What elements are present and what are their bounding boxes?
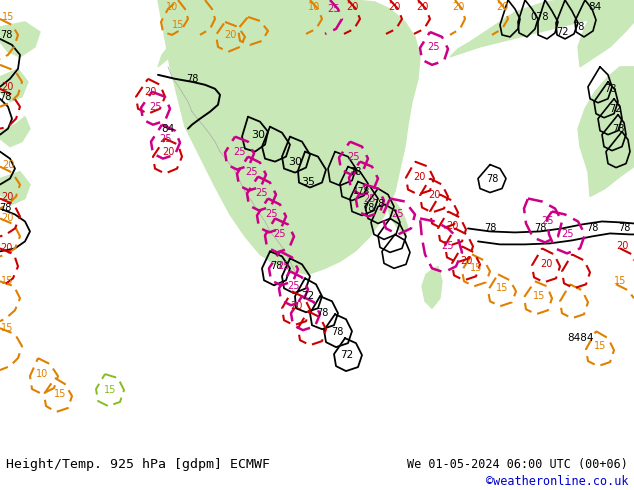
Text: 78: 78 bbox=[572, 22, 584, 32]
Text: 20: 20 bbox=[1, 192, 13, 201]
Text: 15: 15 bbox=[614, 276, 626, 286]
Text: 20: 20 bbox=[1, 82, 13, 92]
Text: 20: 20 bbox=[162, 147, 174, 157]
Text: 78: 78 bbox=[604, 84, 616, 94]
Text: 10: 10 bbox=[36, 369, 48, 379]
Text: 72: 72 bbox=[301, 291, 314, 301]
Text: 30: 30 bbox=[251, 130, 265, 140]
Polygon shape bbox=[158, 9, 240, 67]
Text: 20: 20 bbox=[413, 172, 425, 182]
Polygon shape bbox=[450, 0, 634, 57]
Text: We 01-05-2024 06:00 UTC (00+06): We 01-05-2024 06:00 UTC (00+06) bbox=[407, 458, 628, 471]
Text: 78: 78 bbox=[484, 223, 496, 233]
Text: 78: 78 bbox=[486, 173, 498, 184]
Polygon shape bbox=[0, 69, 28, 102]
Text: 25: 25 bbox=[442, 242, 454, 251]
Text: 25: 25 bbox=[278, 261, 290, 271]
Polygon shape bbox=[158, 0, 420, 274]
Text: 20: 20 bbox=[496, 2, 508, 12]
Text: 8484: 8484 bbox=[567, 333, 593, 343]
Text: 20: 20 bbox=[1, 214, 13, 223]
Text: 20: 20 bbox=[144, 87, 156, 97]
Text: 20: 20 bbox=[416, 2, 428, 12]
Text: 20: 20 bbox=[388, 2, 400, 12]
Text: 78: 78 bbox=[0, 203, 11, 214]
Text: 25: 25 bbox=[562, 229, 574, 240]
Text: 84: 84 bbox=[162, 123, 174, 134]
Text: 078: 078 bbox=[531, 12, 549, 22]
Text: 20: 20 bbox=[2, 160, 14, 170]
Text: 78: 78 bbox=[316, 308, 328, 318]
Text: 25: 25 bbox=[246, 167, 258, 176]
Text: 15: 15 bbox=[1, 276, 13, 286]
Text: 15: 15 bbox=[104, 385, 116, 395]
Polygon shape bbox=[0, 117, 30, 147]
Text: 20: 20 bbox=[460, 256, 472, 267]
Text: 78: 78 bbox=[618, 223, 630, 233]
Text: 10: 10 bbox=[166, 2, 178, 12]
Text: 25: 25 bbox=[233, 147, 245, 157]
Text: 72: 72 bbox=[340, 350, 354, 360]
Text: 35: 35 bbox=[301, 176, 315, 187]
Text: 10: 10 bbox=[308, 2, 320, 12]
Text: 25: 25 bbox=[328, 4, 340, 14]
Text: 78: 78 bbox=[0, 30, 12, 40]
Text: 78: 78 bbox=[372, 199, 384, 210]
Text: 20: 20 bbox=[452, 2, 464, 12]
Text: 15: 15 bbox=[172, 20, 184, 30]
Text: 72: 72 bbox=[609, 104, 621, 114]
Text: 78: 78 bbox=[186, 74, 198, 84]
Text: 84: 84 bbox=[588, 2, 602, 12]
Text: 25: 25 bbox=[363, 194, 375, 203]
Text: 25: 25 bbox=[273, 229, 285, 240]
Polygon shape bbox=[0, 172, 30, 204]
Text: 25: 25 bbox=[256, 188, 268, 197]
Text: 25: 25 bbox=[160, 134, 172, 144]
Text: 15: 15 bbox=[2, 12, 14, 22]
Text: 78: 78 bbox=[362, 203, 374, 214]
Text: 78: 78 bbox=[0, 92, 11, 102]
Text: 78: 78 bbox=[331, 327, 343, 337]
Text: 25: 25 bbox=[348, 151, 360, 162]
Text: 20: 20 bbox=[428, 190, 440, 199]
Text: 20: 20 bbox=[446, 221, 458, 231]
Text: 78: 78 bbox=[270, 261, 282, 271]
Text: 15: 15 bbox=[594, 341, 606, 351]
Text: 15: 15 bbox=[1, 323, 13, 333]
Text: 178: 178 bbox=[353, 187, 371, 196]
Polygon shape bbox=[422, 267, 442, 308]
Text: 20: 20 bbox=[290, 301, 302, 311]
Text: 20: 20 bbox=[0, 244, 12, 253]
Text: 78: 78 bbox=[612, 123, 624, 134]
Text: 78: 78 bbox=[586, 223, 598, 233]
Text: 25: 25 bbox=[266, 209, 278, 220]
Text: 78: 78 bbox=[349, 167, 361, 176]
Text: 25: 25 bbox=[541, 217, 554, 226]
Text: Height/Temp. 925 hPa [gdpm] ECMWF: Height/Temp. 925 hPa [gdpm] ECMWF bbox=[6, 458, 270, 471]
Text: 20: 20 bbox=[346, 2, 358, 12]
Text: 25: 25 bbox=[428, 42, 440, 52]
Polygon shape bbox=[578, 67, 634, 196]
Text: 30: 30 bbox=[288, 157, 302, 167]
Text: 25: 25 bbox=[392, 209, 404, 220]
Polygon shape bbox=[385, 196, 408, 236]
Text: 15: 15 bbox=[533, 291, 545, 301]
Text: ©weatheronline.co.uk: ©weatheronline.co.uk bbox=[486, 475, 628, 488]
Polygon shape bbox=[0, 22, 40, 57]
Text: 78: 78 bbox=[534, 223, 546, 233]
Polygon shape bbox=[578, 0, 634, 67]
Text: 15: 15 bbox=[496, 283, 508, 294]
Text: 25: 25 bbox=[150, 102, 162, 112]
Text: 15: 15 bbox=[54, 389, 66, 399]
Text: 20: 20 bbox=[540, 259, 552, 270]
Text: 20: 20 bbox=[616, 242, 628, 251]
Text: 15: 15 bbox=[470, 263, 482, 273]
Text: 20: 20 bbox=[224, 30, 236, 40]
Text: 72: 72 bbox=[556, 27, 568, 37]
Text: 25: 25 bbox=[288, 281, 301, 291]
